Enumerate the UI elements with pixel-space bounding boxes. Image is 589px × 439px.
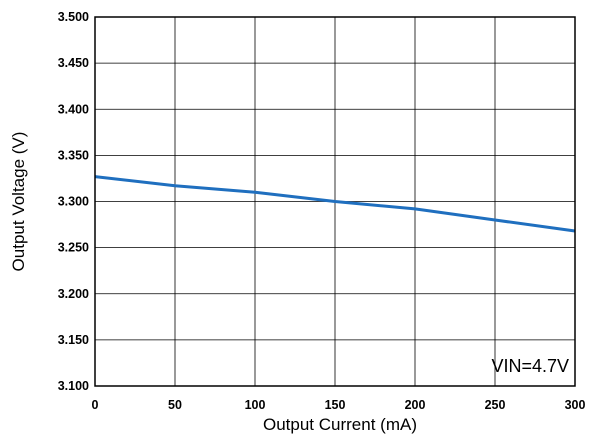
y-tick-label: 3.500 (58, 10, 89, 24)
plot-frame (94, 16, 576, 387)
x-tick-label: 100 (245, 398, 266, 412)
vin-annotation: VIN=4.7V (491, 356, 569, 376)
x-tick-label: 200 (405, 398, 426, 412)
y-tick-label: 3.100 (58, 379, 89, 393)
y-tick-label: 3.200 (58, 287, 89, 301)
y-tick-label: 3.250 (58, 241, 89, 255)
y-axis-label: Output Voltage (V) (9, 132, 28, 272)
x-tick-label: 300 (565, 398, 586, 412)
y-tick-label: 3.400 (58, 102, 89, 116)
y-tick-label: 3.300 (58, 195, 89, 209)
x-tick-labels: 0 50 100 150 200 250 300 (92, 398, 586, 412)
x-tick-label: 0 (92, 398, 99, 412)
x-tick-label: 50 (168, 398, 182, 412)
y-tick-label: 3.350 (58, 148, 89, 162)
y-tick-label: 3.450 (58, 56, 89, 70)
y-tick-label: 3.150 (58, 333, 89, 347)
x-tick-label: 150 (325, 398, 346, 412)
grid (94, 16, 576, 387)
x-tick-label: 250 (485, 398, 506, 412)
x-axis-label: Output Current (mA) (263, 415, 417, 434)
y-tick-labels: 3.100 3.150 3.200 3.250 3.300 3.350 3.400 3.450… (58, 10, 89, 393)
